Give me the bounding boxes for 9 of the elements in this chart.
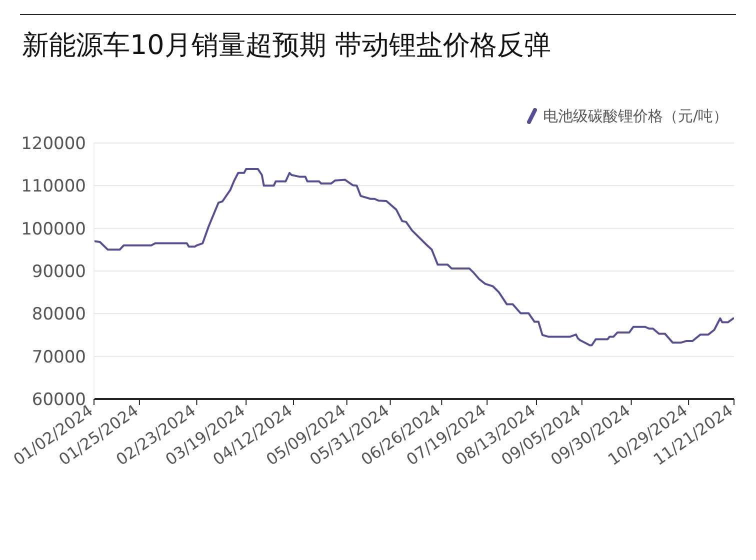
y-tick-label: 100000 [21, 219, 86, 240]
line-series [94, 168, 734, 346]
chart-title: 新能源车10月销量超预期 带动锂盐价格反弹 [21, 29, 552, 63]
y-tick-label: 80000 [32, 304, 86, 325]
y-tick-label: 120000 [21, 134, 86, 154]
y-tick-label: 90000 [32, 262, 86, 282]
y-tick-label: 110000 [21, 176, 86, 197]
legend-label: 电池级碳酸锂价格（元/吨） [542, 106, 728, 126]
y-tick-label: 70000 [32, 347, 86, 368]
